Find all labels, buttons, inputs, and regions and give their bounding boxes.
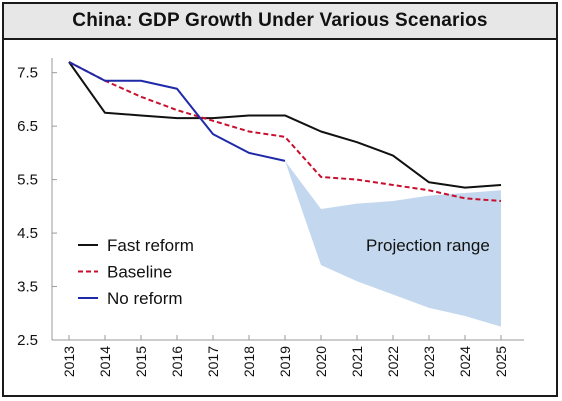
projection-range-area (285, 160, 501, 327)
x-tick-label: 2015 (133, 346, 149, 377)
x-tick-label: 2017 (205, 346, 221, 377)
x-tick-label: 2023 (421, 346, 437, 377)
x-tick-label: 2024 (457, 346, 473, 377)
x-tick-label: 2018 (241, 346, 257, 377)
x-tick-label: 2014 (97, 346, 113, 377)
series-line-no-reform (68, 61, 286, 162)
x-tick-label: 2022 (385, 346, 401, 377)
chart-title: China: GDP Growth Under Various Scenario… (72, 10, 488, 31)
legend-label: No reform (107, 289, 183, 308)
y-tick-label: 2.5 (17, 332, 38, 349)
y-tick-label: 5.5 (17, 172, 38, 189)
y-tick-label: 6.5 (17, 118, 38, 135)
x-tick-label: 2020 (313, 346, 329, 377)
x-tick-label: 2025 (493, 346, 509, 377)
y-tick-label: 7.5 (17, 65, 38, 82)
title-bar: China: GDP Growth Under Various Scenario… (4, 4, 556, 40)
y-tick-label: 3.5 (17, 279, 38, 296)
x-tick-label: 2016 (169, 346, 185, 377)
legend-label: Fast reform (107, 236, 194, 255)
x-tick-label: 2013 (61, 346, 77, 377)
x-tick-label: 2021 (349, 346, 365, 377)
legend-label: Baseline (107, 263, 172, 282)
x-tick-label: 2019 (277, 346, 293, 377)
series-line-fast-reform (68, 61, 502, 189)
series-line-baseline (68, 61, 502, 202)
projection-range-label: Projection range (366, 236, 490, 255)
y-tick-label: 4.5 (17, 225, 38, 242)
